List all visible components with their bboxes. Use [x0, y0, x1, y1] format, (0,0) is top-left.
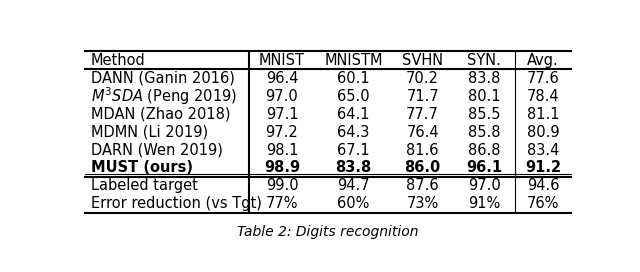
Text: 83.4: 83.4: [527, 143, 559, 157]
Text: Avg.: Avg.: [527, 53, 559, 68]
Text: 71.7: 71.7: [406, 89, 439, 104]
Text: 97.2: 97.2: [266, 125, 298, 140]
Text: MDMN (Li 2019): MDMN (Li 2019): [91, 125, 208, 140]
Text: 97.1: 97.1: [266, 107, 298, 122]
Text: 77.6: 77.6: [527, 71, 559, 86]
Text: 73%: 73%: [406, 196, 439, 211]
Text: 83.8: 83.8: [468, 71, 500, 86]
Text: 86.8: 86.8: [468, 143, 500, 157]
Text: DARN (Wen 2019): DARN (Wen 2019): [91, 143, 223, 157]
Text: DANN (Ganin 2016): DANN (Ganin 2016): [91, 71, 235, 86]
Text: 96.4: 96.4: [266, 71, 298, 86]
Text: 97.0: 97.0: [266, 89, 298, 104]
Text: 85.5: 85.5: [468, 107, 500, 122]
Text: 65.0: 65.0: [337, 89, 370, 104]
Text: 60%: 60%: [337, 196, 370, 211]
Text: 87.6: 87.6: [406, 178, 439, 193]
Text: 81.6: 81.6: [406, 143, 439, 157]
Text: MDAN (Zhao 2018): MDAN (Zhao 2018): [91, 107, 230, 122]
Text: 64.3: 64.3: [337, 125, 370, 140]
Text: 76%: 76%: [527, 196, 559, 211]
Text: 67.1: 67.1: [337, 143, 370, 157]
Text: 83.8: 83.8: [335, 160, 372, 175]
Text: 76.4: 76.4: [406, 125, 439, 140]
Text: MUST (ours): MUST (ours): [91, 160, 193, 175]
Text: SYN.: SYN.: [467, 53, 501, 68]
Text: MNIST: MNIST: [259, 53, 305, 68]
Text: 77%: 77%: [266, 196, 298, 211]
Text: $M^3SDA$ (Peng 2019): $M^3SDA$ (Peng 2019): [91, 85, 237, 107]
Text: 81.1: 81.1: [527, 107, 559, 122]
Text: Error reduction (vs Tgt): Error reduction (vs Tgt): [91, 196, 262, 211]
Text: Method: Method: [91, 53, 146, 68]
Text: 94.6: 94.6: [527, 178, 559, 193]
Text: Table 2: Digits recognition: Table 2: Digits recognition: [237, 225, 419, 239]
Text: 96.1: 96.1: [466, 160, 502, 175]
Text: 80.1: 80.1: [468, 89, 500, 104]
Text: 85.8: 85.8: [468, 125, 500, 140]
Text: 80.9: 80.9: [527, 125, 559, 140]
Text: SVHN: SVHN: [402, 53, 444, 68]
Text: 91.2: 91.2: [525, 160, 561, 175]
Text: 94.7: 94.7: [337, 178, 370, 193]
Text: Labeled target: Labeled target: [91, 178, 198, 193]
Text: 78.4: 78.4: [527, 89, 559, 104]
Text: 98.1: 98.1: [266, 143, 298, 157]
Text: 77.7: 77.7: [406, 107, 439, 122]
Text: 70.2: 70.2: [406, 71, 439, 86]
Text: 86.0: 86.0: [404, 160, 441, 175]
Text: 91%: 91%: [468, 196, 500, 211]
Text: 97.0: 97.0: [468, 178, 500, 193]
Text: MNISTM: MNISTM: [324, 53, 383, 68]
Text: 98.9: 98.9: [264, 160, 300, 175]
Text: 60.1: 60.1: [337, 71, 370, 86]
Text: 99.0: 99.0: [266, 178, 298, 193]
Text: 64.1: 64.1: [337, 107, 370, 122]
